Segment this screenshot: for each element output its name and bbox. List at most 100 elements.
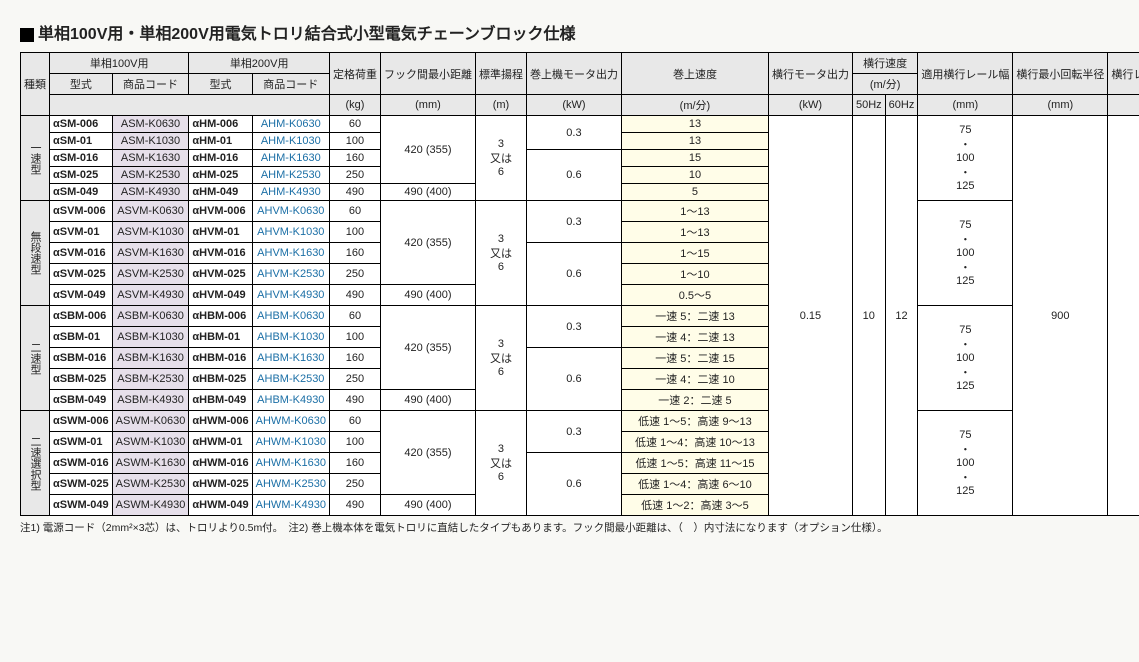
model-200v: αHM-049 bbox=[189, 184, 252, 201]
lift-motor: 0.6 bbox=[526, 150, 621, 201]
model-100v: αSM-016 bbox=[50, 150, 113, 167]
code-200v: AHBM-K2530 bbox=[252, 369, 329, 390]
model-100v: αSM-049 bbox=[50, 184, 113, 201]
model-200v: αHVM-016 bbox=[189, 243, 252, 264]
code-200v: AHVM-K0630 bbox=[252, 201, 329, 222]
code-200v: AHVM-K2530 bbox=[252, 264, 329, 285]
code-200v: AHWM-K0630 bbox=[252, 411, 329, 432]
model-200v: αHVM-006 bbox=[189, 201, 252, 222]
h-tspeed: 横行速度 bbox=[852, 53, 917, 74]
rated-load: 160 bbox=[329, 243, 380, 264]
h-code-200: 商品コード bbox=[252, 74, 329, 95]
h-model-200: 型式 bbox=[189, 74, 252, 95]
hook-dist: 420 (355) bbox=[380, 306, 475, 390]
code-100v: ASBM-K1030 bbox=[112, 327, 189, 348]
h-100v: 単相100V用 bbox=[50, 53, 189, 74]
rated-load: 60 bbox=[329, 116, 380, 133]
hook-dist: 420 (355) bbox=[380, 201, 475, 285]
h-lspeed: 巻上速度 bbox=[621, 53, 768, 95]
h-tspeed-u: (m/分) bbox=[852, 74, 917, 95]
h-radius-u: (mm) bbox=[1013, 95, 1108, 116]
code-100v: ASVM-K0630 bbox=[112, 201, 189, 222]
rail-width: 75 ・ 100 ・ 125 bbox=[918, 306, 1013, 411]
model-100v: αSWM-01 bbox=[50, 432, 113, 453]
code-100v: ASBM-K4930 bbox=[112, 390, 189, 411]
model-100v: αSVM-049 bbox=[50, 285, 113, 306]
spec-table: 種類 単相100V用 単相200V用 定格荷重 フック間最小距離 標準揚程 巻上… bbox=[20, 52, 1139, 516]
code-100v: ASM-K1030 bbox=[112, 133, 189, 150]
code-200v: AHVM-K1630 bbox=[252, 243, 329, 264]
page-title: 単相100V用・単相200V用電気トロリ結合式小型電気チェーンブロック仕様 bbox=[20, 20, 1119, 44]
rated-load: 490 bbox=[329, 184, 380, 201]
h-50hz: 50Hz bbox=[852, 95, 885, 116]
code-200v: AHBM-K1630 bbox=[252, 348, 329, 369]
model-100v: αSM-01 bbox=[50, 133, 113, 150]
code-100v: ASVM-K4930 bbox=[112, 285, 189, 306]
rated-load: 100 bbox=[329, 222, 380, 243]
h-tmotor-u: (kW) bbox=[768, 95, 852, 116]
model-200v: αHBM-049 bbox=[189, 390, 252, 411]
rail-width: 75 ・ 100 ・ 125 bbox=[918, 116, 1013, 201]
lift-speed: 0.5～5 bbox=[621, 285, 768, 306]
lift-speed: 一速 4：二速 10 bbox=[621, 369, 768, 390]
model-200v: αHBM-025 bbox=[189, 369, 252, 390]
h-200v: 単相200V用 bbox=[189, 53, 330, 74]
std-lift: 3 又は 6 bbox=[475, 411, 526, 516]
table-row: 二速選択型αSWM-006ASWM-K0630αHWM-006AHWM-K063… bbox=[21, 411, 1139, 432]
code-100v: ASWM-K4930 bbox=[112, 495, 189, 516]
code-100v: ASWM-K2530 bbox=[112, 474, 189, 495]
h-minh-u: (mm) bbox=[1108, 95, 1139, 116]
lift-speed: 13 bbox=[621, 133, 768, 150]
model-100v: αSBM-01 bbox=[50, 327, 113, 348]
lift-speed: 1～13 bbox=[621, 222, 768, 243]
model-100v: αSVM-025 bbox=[50, 264, 113, 285]
model-200v: αHM-025 bbox=[189, 167, 252, 184]
h-rated-u: (kg) bbox=[329, 95, 380, 116]
code-100v: ASM-K0630 bbox=[112, 116, 189, 133]
code-200v: AHM-K1030 bbox=[252, 133, 329, 150]
table-row: 二速型αSBM-006ASBM-K0630αHBM-006AHBM-K06306… bbox=[21, 306, 1139, 327]
lift-motor: 0.6 bbox=[526, 453, 621, 516]
model-100v: αSM-006 bbox=[50, 116, 113, 133]
rail-width: 75 ・ 100 ・ 125 bbox=[918, 201, 1013, 306]
h-code-100: 商品コード bbox=[112, 74, 189, 95]
code-100v: ASM-K4930 bbox=[112, 184, 189, 201]
rated-load: 100 bbox=[329, 327, 380, 348]
category-header: 無段速型 bbox=[21, 201, 50, 306]
hook-dist: 490 (400) bbox=[380, 390, 475, 411]
rated-load: 250 bbox=[329, 264, 380, 285]
model-100v: αSWM-049 bbox=[50, 495, 113, 516]
speed-50hz: 10 bbox=[852, 116, 885, 516]
h-rated: 定格荷重 bbox=[329, 53, 380, 95]
code-200v: AHWM-K4930 bbox=[252, 495, 329, 516]
h-hook: フック間最小距離 bbox=[380, 53, 475, 95]
code-100v: ASBM-K0630 bbox=[112, 306, 189, 327]
hook-dist: 490 (400) bbox=[380, 184, 475, 201]
rated-load: 250 bbox=[329, 474, 380, 495]
lift-speed: 一速 5：二速 15 bbox=[621, 348, 768, 369]
model-100v: αSVM-016 bbox=[50, 243, 113, 264]
h-kind: 種類 bbox=[21, 53, 50, 116]
lift-motor: 0.3 bbox=[526, 411, 621, 453]
model-100v: αSWM-016 bbox=[50, 453, 113, 474]
lift-speed: 一速 5：二速 13 bbox=[621, 306, 768, 327]
code-200v: AHM-K0630 bbox=[252, 116, 329, 133]
model-200v: αHVM-049 bbox=[189, 285, 252, 306]
code-200v: AHVM-K4930 bbox=[252, 285, 329, 306]
rated-load: 160 bbox=[329, 348, 380, 369]
lift-speed: 10 bbox=[621, 167, 768, 184]
h-60hz: 60Hz bbox=[885, 95, 918, 116]
code-100v: ASVM-K2530 bbox=[112, 264, 189, 285]
h-radius: 横行最小回転半径 bbox=[1013, 53, 1108, 95]
rated-load: 60 bbox=[329, 201, 380, 222]
footnote: 注1) 電源コード（2mm²×3芯）は、トロリより0.5m付。 注2) 巻上機本… bbox=[20, 520, 1119, 535]
code-200v: AHM-K2530 bbox=[252, 167, 329, 184]
code-100v: ASBM-K2530 bbox=[112, 369, 189, 390]
h-model-100: 型式 bbox=[50, 74, 113, 95]
rated-load: 60 bbox=[329, 411, 380, 432]
model-200v: αHWM-025 bbox=[189, 474, 252, 495]
h-rail-u: (mm) bbox=[918, 95, 1013, 116]
code-200v: AHBM-K0630 bbox=[252, 306, 329, 327]
rated-load: 160 bbox=[329, 150, 380, 167]
lift-motor: 0.6 bbox=[526, 243, 621, 306]
